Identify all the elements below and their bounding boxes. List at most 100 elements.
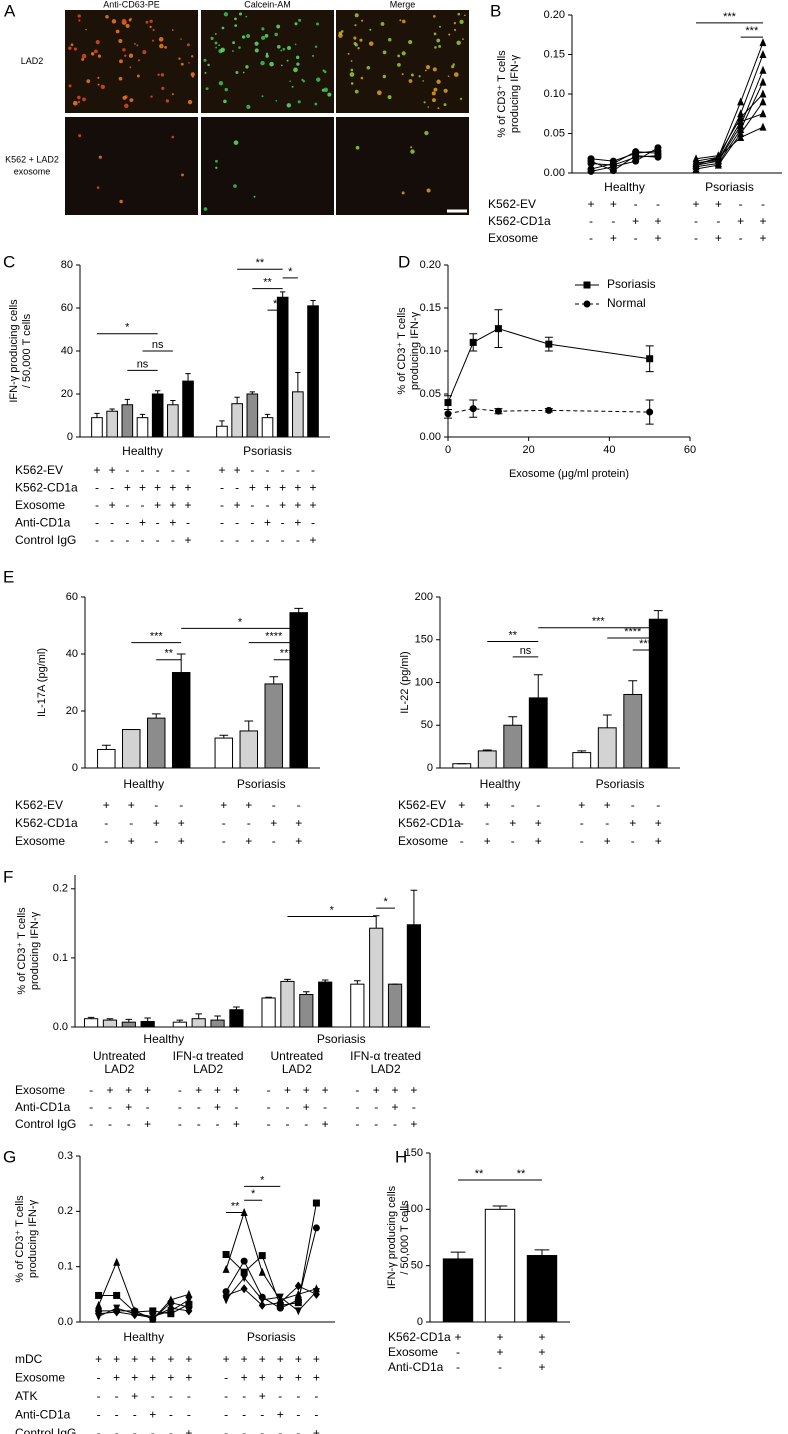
point <box>294 1296 302 1304</box>
condition-mark: + <box>310 498 317 512</box>
condition-label: Control IgG <box>15 1117 76 1131</box>
condition-mark: + <box>303 1100 310 1114</box>
cell-dot <box>245 15 248 18</box>
significance-label: **** <box>265 631 283 643</box>
bar <box>261 997 276 1028</box>
point <box>654 153 662 161</box>
condition-mark: + <box>149 1352 156 1366</box>
bar <box>526 1255 558 1323</box>
bar <box>214 737 234 769</box>
series-line <box>695 126 764 166</box>
condition-mark: + <box>259 1389 266 1403</box>
y-tick-label: 0.15 <box>420 302 441 314</box>
cell-dot <box>149 19 153 23</box>
condition-mark: - <box>186 463 190 477</box>
cell-dot <box>233 140 239 145</box>
condition-mark: - <box>125 463 129 477</box>
significance-label: *** <box>745 25 759 37</box>
cell-dot <box>436 38 441 43</box>
cell-dot <box>401 73 404 76</box>
condition-label: K562-CD1a <box>488 214 551 228</box>
cell-dot <box>443 88 448 93</box>
cell-dot <box>161 86 165 90</box>
bar <box>140 1020 155 1028</box>
bar <box>231 403 243 438</box>
bar <box>276 296 289 438</box>
condition-mark: - <box>154 834 158 848</box>
condition-mark: - <box>141 463 145 477</box>
condition-mark: - <box>355 1083 359 1097</box>
condition-mark: + <box>535 834 542 848</box>
cell-dot <box>433 32 437 36</box>
cell-dot <box>254 41 259 46</box>
condition-mark: - <box>104 834 108 848</box>
cell-dot <box>293 67 298 73</box>
cell-dot <box>291 85 294 88</box>
condition-mark: + <box>294 516 301 530</box>
condition-mark: - <box>656 197 660 211</box>
cell-dot <box>355 145 360 150</box>
error-bar <box>144 1017 151 1022</box>
cell-dot <box>134 43 136 45</box>
significance-label: *** <box>280 648 294 660</box>
cell-dot <box>453 22 457 25</box>
condition-mark: + <box>169 516 176 530</box>
cell-dot <box>354 89 359 94</box>
error-bar <box>321 979 329 983</box>
condition-mark: - <box>97 1371 101 1385</box>
point <box>113 1257 121 1266</box>
condition-mark: + <box>245 798 252 812</box>
condition-label: Exosome <box>398 834 448 848</box>
image-column-label: Merge <box>390 0 416 9</box>
condition-mark: - <box>178 1117 182 1131</box>
significance-label: ** <box>517 1168 526 1180</box>
cell-dot <box>238 46 241 49</box>
cell-dot <box>125 23 130 28</box>
point <box>692 160 700 169</box>
point <box>737 97 745 106</box>
cell-dot <box>294 22 298 26</box>
cell-dot <box>128 18 132 22</box>
condition-mark: + <box>131 1389 138 1403</box>
condition-mark: + <box>294 498 301 512</box>
error-bar <box>195 1013 202 1019</box>
error-bar <box>219 734 229 739</box>
point <box>494 325 502 333</box>
significance-label: ** <box>508 629 517 641</box>
condition-mark: + <box>144 1117 151 1131</box>
cell-dot <box>81 57 85 61</box>
bar <box>239 730 259 769</box>
condition-mark: + <box>223 1352 230 1366</box>
bar <box>307 305 319 438</box>
y-tick-label: 60 <box>61 302 73 314</box>
condition-mark: - <box>108 1100 112 1114</box>
significance-label: *** <box>150 631 164 643</box>
cell-dot <box>232 50 234 52</box>
cell-dot <box>322 69 325 72</box>
significance-label: *** <box>639 638 653 650</box>
bar <box>83 1018 99 1028</box>
condition-mark: - <box>110 516 114 530</box>
error-bar <box>214 1015 221 1021</box>
cell-dot <box>316 77 321 82</box>
condition-mark: - <box>460 816 464 830</box>
cell-dot <box>433 87 438 92</box>
point <box>759 38 767 47</box>
condition-mark: - <box>393 1117 397 1131</box>
condition-mark: + <box>279 498 286 512</box>
y-axis-label: IFN-γ producing cells <box>8 299 20 403</box>
cell-dot <box>77 95 81 100</box>
condition-mark: - <box>235 516 239 530</box>
cell-dot <box>408 79 413 83</box>
bar <box>182 380 194 438</box>
point <box>759 122 767 131</box>
cell-dot <box>261 95 264 98</box>
cell-dot <box>274 32 278 37</box>
significance-label: * <box>288 266 293 278</box>
cell-dot <box>410 146 413 149</box>
cell-dot <box>397 62 401 67</box>
point <box>444 399 452 407</box>
cell-dot <box>245 65 249 69</box>
y-axis-label: / 50,000 T cells <box>399 1200 411 1275</box>
condition-mark: + <box>109 463 116 477</box>
